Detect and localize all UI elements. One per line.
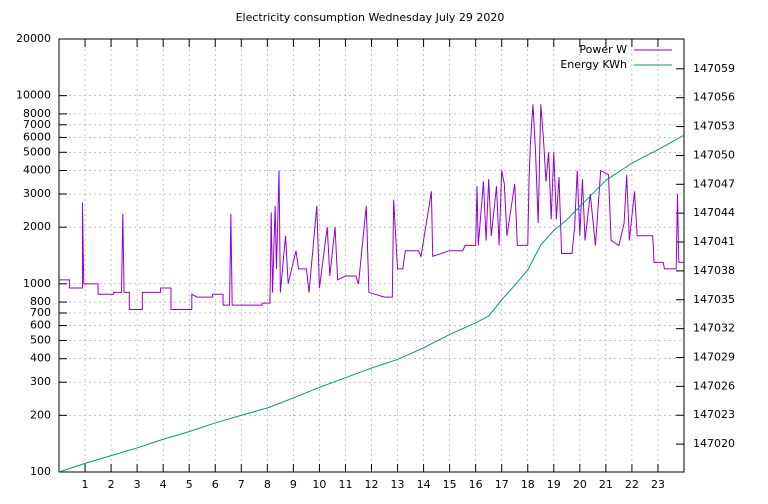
y2-tick-label: 147023 <box>693 408 735 421</box>
x-tick-label: 16 <box>469 478 483 491</box>
series-line <box>58 134 685 473</box>
series-line <box>59 104 684 311</box>
y-tick-label: 400 <box>30 352 51 365</box>
x-tick-label: 8 <box>264 478 271 491</box>
x-tick-label: 1 <box>82 478 89 491</box>
y2-tick-label: 147026 <box>693 379 735 392</box>
y2-tick-label: 147059 <box>693 62 735 75</box>
x-tick-label: 14 <box>417 478 431 491</box>
legend-label: Energy KWh <box>560 58 627 71</box>
legend-label: Power W <box>579 43 627 56</box>
y-tick-label: 200 <box>30 408 51 421</box>
x-tick-label: 5 <box>186 478 193 491</box>
x-tick-label: 18 <box>521 478 535 491</box>
y2-tick-label: 147056 <box>693 91 735 104</box>
y-tick-label: 10000 <box>16 89 51 102</box>
x-tick-label: 19 <box>547 478 561 491</box>
x-tick-label: 15 <box>443 478 457 491</box>
x-tick-label: 7 <box>238 478 245 491</box>
x-tick-label: 21 <box>599 478 613 491</box>
x-tick-label: 12 <box>365 478 379 491</box>
y-tick-label: 1000 <box>23 277 51 290</box>
y-tick-label: 600 <box>30 319 51 332</box>
x-tick-label: 22 <box>625 478 639 491</box>
y2-tick-label: 147029 <box>693 350 735 363</box>
y2-tick-label: 147050 <box>693 148 735 161</box>
x-tick-label: 9 <box>290 478 297 491</box>
x-tick-label: 3 <box>134 478 141 491</box>
x-tick-label: 11 <box>338 478 352 491</box>
y-tick-label: 800 <box>30 295 51 308</box>
y-tick-label: 6000 <box>23 130 51 143</box>
y2-tick-label: 147041 <box>693 235 735 248</box>
y-tick-label: 20000 <box>16 32 51 45</box>
y-tick-label: 8000 <box>23 107 51 120</box>
y-tick-label: 5000 <box>23 145 51 158</box>
y2-tick-label: 147032 <box>693 322 735 335</box>
y-tick-label: 100 <box>30 465 51 478</box>
y-tick-label: 500 <box>30 333 51 346</box>
x-tick-label: 2 <box>108 478 115 491</box>
y-tick-label: 700 <box>30 306 51 319</box>
y-tick-label: 3000 <box>23 187 51 200</box>
x-tick-label: 10 <box>312 478 326 491</box>
x-tick-label: 4 <box>160 478 167 491</box>
plot-border <box>58 38 685 473</box>
x-tick-label: 13 <box>391 478 405 491</box>
x-tick-label: 23 <box>651 478 665 491</box>
y2-tick-label: 147035 <box>693 293 735 306</box>
y2-tick-label: 147044 <box>693 206 735 219</box>
x-tick-label: 17 <box>495 478 509 491</box>
y-tick-label: 7000 <box>23 118 51 131</box>
y2-tick-label: 147047 <box>693 177 735 190</box>
y2-tick-label: 147053 <box>693 120 735 133</box>
y-tick-label: 2000 <box>23 220 51 233</box>
y2-tick-label: 147020 <box>693 437 735 450</box>
x-tick-label: 20 <box>573 478 587 491</box>
y-tick-label: 4000 <box>23 164 51 177</box>
chart-title: Electricity consumption Wednesday July 2… <box>236 11 505 24</box>
y2-tick-label: 147038 <box>693 264 735 277</box>
x-tick-label: 6 <box>212 478 219 491</box>
y-tick-label: 300 <box>30 375 51 388</box>
